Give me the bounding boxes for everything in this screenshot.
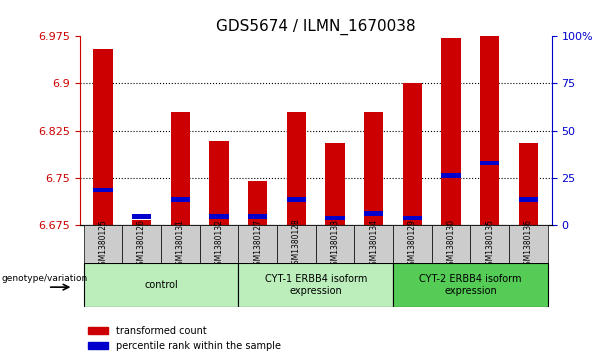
Bar xyxy=(132,215,151,219)
Bar xyxy=(248,215,267,219)
Bar xyxy=(277,225,316,263)
Bar xyxy=(161,225,200,263)
Bar xyxy=(83,225,122,263)
Text: control: control xyxy=(144,280,178,290)
Bar xyxy=(519,197,538,202)
Text: GSM1380136: GSM1380136 xyxy=(524,219,533,270)
Bar xyxy=(403,83,422,225)
Bar xyxy=(122,225,161,263)
Bar xyxy=(132,220,151,225)
Bar xyxy=(93,188,113,192)
Bar xyxy=(83,263,238,307)
Bar xyxy=(403,216,422,220)
Bar xyxy=(287,112,306,225)
Bar xyxy=(441,174,461,178)
Text: GSM1380134: GSM1380134 xyxy=(369,219,378,270)
Bar xyxy=(393,263,548,307)
Bar xyxy=(170,112,190,225)
Bar xyxy=(326,216,345,220)
Bar xyxy=(509,225,548,263)
Text: CYT-2 ERBB4 isoform
expression: CYT-2 ERBB4 isoform expression xyxy=(419,274,522,296)
Bar xyxy=(238,263,393,307)
Text: GSM1380130: GSM1380130 xyxy=(447,219,455,270)
Text: genotype/variation: genotype/variation xyxy=(2,274,88,283)
Bar xyxy=(519,143,538,225)
Bar xyxy=(248,181,267,225)
Bar xyxy=(93,49,113,225)
Bar xyxy=(326,143,345,225)
Bar xyxy=(287,197,306,202)
Text: GSM1380129: GSM1380129 xyxy=(408,219,417,270)
Bar xyxy=(238,225,277,263)
Bar xyxy=(480,161,500,165)
Bar xyxy=(200,225,238,263)
Text: GSM1380132: GSM1380132 xyxy=(215,219,224,270)
Bar xyxy=(209,215,229,219)
Bar xyxy=(441,38,461,225)
Bar xyxy=(316,225,354,263)
Bar xyxy=(432,225,470,263)
Text: GSM1380125: GSM1380125 xyxy=(99,219,107,270)
Bar xyxy=(354,225,393,263)
Text: CYT-1 ERBB4 isoform
expression: CYT-1 ERBB4 isoform expression xyxy=(264,274,367,296)
Bar xyxy=(393,225,432,263)
Text: GSM1380135: GSM1380135 xyxy=(485,219,494,270)
Text: GSM1380127: GSM1380127 xyxy=(253,219,262,270)
Bar xyxy=(364,112,383,225)
Bar xyxy=(170,197,190,202)
Legend: transformed count, percentile rank within the sample: transformed count, percentile rank withi… xyxy=(85,322,284,355)
Bar xyxy=(364,211,383,216)
Text: GSM1380131: GSM1380131 xyxy=(176,219,185,270)
Text: GSM1380126: GSM1380126 xyxy=(137,219,146,270)
Bar xyxy=(209,141,229,225)
Bar xyxy=(470,225,509,263)
Title: GDS5674 / ILMN_1670038: GDS5674 / ILMN_1670038 xyxy=(216,19,416,35)
Bar xyxy=(480,36,500,225)
Text: GSM1380133: GSM1380133 xyxy=(330,219,340,270)
Text: GSM1380128: GSM1380128 xyxy=(292,219,301,269)
